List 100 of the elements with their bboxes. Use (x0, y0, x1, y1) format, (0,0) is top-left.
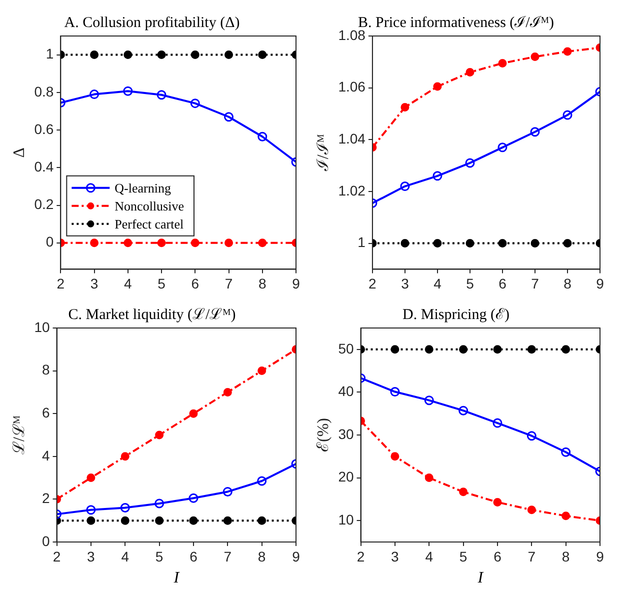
x-tick-label: 4 (434, 275, 442, 292)
x-tick-label: 9 (596, 548, 604, 564)
x-tick-label: 8 (258, 275, 266, 292)
y-tick-label: 1 (358, 234, 366, 250)
point (400, 182, 410, 192)
point (120, 503, 130, 513)
point (458, 406, 468, 416)
point (86, 474, 96, 482)
y-tick-label: 0.6 (34, 120, 54, 137)
x-tick-label: 6 (190, 548, 198, 564)
point (562, 345, 570, 354)
point (400, 103, 410, 112)
x-tick-label: 6 (191, 275, 200, 292)
x-tick-label: 8 (258, 548, 266, 564)
point (530, 127, 540, 137)
y-tick-label: 0 (42, 532, 50, 549)
x-tick-label: 9 (292, 548, 300, 564)
y-tick-label: 20 (338, 468, 354, 485)
x-tick-label: 2 (56, 275, 65, 292)
y-axis-title: ℒ/ℒᴹ (10, 415, 28, 455)
point (190, 50, 200, 60)
point (498, 58, 507, 68)
point (527, 345, 536, 354)
point (258, 366, 266, 376)
x-tick-label: 7 (224, 548, 232, 564)
point (120, 452, 130, 461)
point (433, 82, 442, 91)
y-tick-label: 0.4 (34, 158, 54, 175)
point (493, 345, 502, 354)
x-tick-label: 9 (292, 275, 300, 292)
point (190, 98, 200, 108)
x-tick-label: 7 (224, 275, 233, 292)
y-tick-label: 1 (46, 46, 54, 62)
point (86, 516, 96, 525)
point (390, 345, 400, 354)
x-tick-label: 5 (158, 275, 166, 292)
point (400, 239, 410, 248)
legend-label: Q-learning (114, 180, 172, 196)
y-axis-title: Δ (10, 147, 28, 158)
x-tick-label: 4 (124, 275, 132, 292)
y-tick-label: 6 (42, 404, 50, 420)
point (258, 516, 266, 525)
point (124, 238, 132, 248)
y-tick-label: 30 (338, 426, 354, 442)
point (156, 90, 166, 100)
point (498, 142, 508, 152)
point (433, 239, 442, 248)
point (530, 52, 540, 61)
point (424, 396, 434, 406)
y-tick-label: 0.2 (34, 196, 54, 212)
x-tick-label: 3 (87, 548, 96, 564)
point (224, 50, 234, 60)
point (492, 418, 502, 428)
point (189, 409, 198, 418)
point (563, 239, 572, 248)
point (222, 486, 232, 496)
x-tick-label: 8 (562, 548, 570, 564)
point (466, 239, 474, 248)
x-tick-label: 2 (368, 275, 377, 292)
point (465, 158, 475, 168)
point (258, 132, 268, 142)
point (390, 387, 400, 397)
y-tick-label: 1.02 (338, 182, 366, 198)
point (157, 50, 166, 60)
x-tick-label: 4 (425, 548, 434, 564)
y-tick-label: 1.04 (338, 130, 366, 147)
point (563, 47, 572, 56)
point (498, 239, 507, 248)
point (466, 68, 474, 77)
point (562, 512, 570, 520)
chart-title: C. Market liquidity (ℒ/ℒᴹ) (68, 306, 236, 323)
x-tick-label: 5 (155, 548, 164, 564)
point (258, 50, 267, 60)
y-tick-label: 2 (42, 490, 50, 506)
x-tick-label: 9 (596, 275, 604, 292)
point (154, 498, 164, 508)
legend-label: Perfect cartel (114, 216, 184, 232)
y-tick-label: 0 (46, 234, 54, 250)
point (223, 388, 232, 396)
point (258, 238, 267, 248)
point (90, 50, 99, 60)
y-tick-label: 1.06 (338, 78, 366, 95)
point (223, 516, 232, 525)
point (157, 238, 166, 248)
y-tick-label: 10 (338, 511, 354, 528)
x-axis-title: I (476, 570, 484, 587)
x-tick-label: 5 (466, 275, 474, 292)
y-tick-label: 8 (42, 362, 50, 378)
x-tick-label: 4 (121, 548, 130, 564)
point (190, 238, 200, 248)
legend-label: Noncollusive (114, 198, 184, 214)
point (432, 171, 442, 181)
point (561, 447, 571, 457)
x-tick-label: 6 (494, 548, 502, 564)
point (562, 110, 572, 120)
x-tick-label: 7 (531, 275, 540, 292)
point (424, 345, 434, 354)
y-axis-title: ℰ(%) (314, 418, 332, 452)
point (189, 516, 198, 525)
y-tick-label: 4 (42, 447, 50, 464)
